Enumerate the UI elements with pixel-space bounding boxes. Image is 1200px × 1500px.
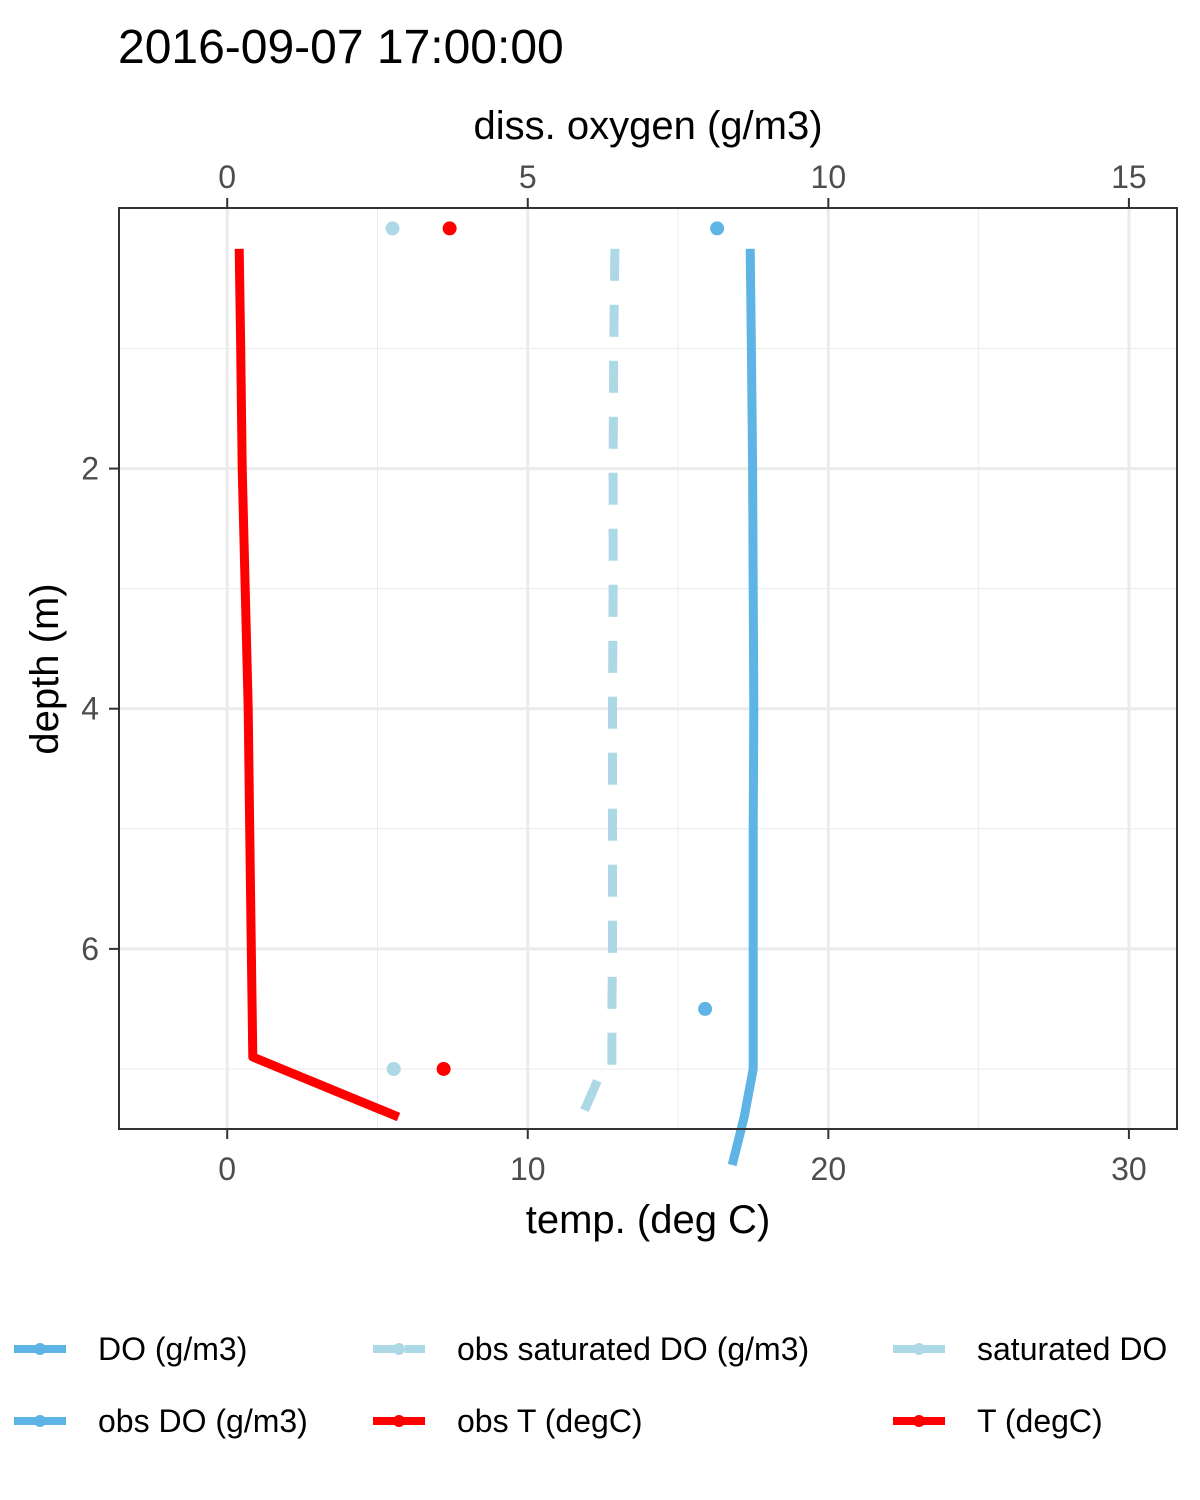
bottom-axis-title: temp. (deg C) <box>526 1198 771 1242</box>
top-tick-label: 5 <box>519 159 537 195</box>
plot-panel-border <box>118 207 1178 1130</box>
series-layer <box>234 221 759 1167</box>
grid <box>119 208 1177 1129</box>
legend-item: DO (g/m3) <box>14 1331 247 1367</box>
series-point-obs-do-g-m3 <box>698 1001 713 1016</box>
series-point-obs-do-g-m3 <box>710 221 725 236</box>
series-line-do-g-m3 <box>727 248 759 1167</box>
legend-label: DO (g/m3) <box>98 1331 247 1367</box>
y-tick-label: 6 <box>81 931 99 967</box>
legend-key-point <box>34 1415 46 1427</box>
legend-label: T (degC) <box>977 1403 1103 1439</box>
y-tick-label: 4 <box>81 691 99 727</box>
series-point-obs-t-degc <box>442 221 457 236</box>
legend-item: obs T (degC) <box>373 1403 643 1439</box>
series-point-obs-saturated-do-g-m3 <box>385 221 400 236</box>
series-line-t-degc <box>234 248 401 1122</box>
legend-key-point <box>34 1343 46 1355</box>
top-tick-label: 10 <box>811 159 847 195</box>
legend-item: obs DO (g/m3) <box>14 1403 308 1439</box>
bottom-tick-label: 30 <box>1111 1151 1147 1187</box>
ticks: 0 10 20 30 0 5 10 15 2 4 6 <box>81 159 1147 1187</box>
legend-label: obs T (degC) <box>457 1403 643 1439</box>
legend-item: obs saturated DO (g/m3) <box>373 1331 809 1367</box>
bottom-tick-label: 20 <box>811 1151 847 1187</box>
legend-item: T (degC) <box>893 1403 1103 1439</box>
legend-label: obs saturated DO (g/m3) <box>457 1331 809 1367</box>
top-tick-label: 15 <box>1111 159 1147 195</box>
legend-label: saturated DO <box>977 1331 1167 1367</box>
series-line-saturated-do <box>574 248 620 1125</box>
top-axis-title: diss. oxygen (g/m3) <box>473 104 822 148</box>
legend-key-point <box>913 1343 925 1355</box>
y-axis-title: depth (m) <box>23 583 67 754</box>
series-point-obs-saturated-do-g-m3 <box>386 1061 401 1076</box>
legend-label: obs DO (g/m3) <box>98 1403 308 1439</box>
bottom-tick-label: 10 <box>510 1151 546 1187</box>
top-tick-label: 0 <box>218 159 236 195</box>
legend-key-point <box>913 1415 925 1427</box>
legend-item: saturated DO <box>893 1331 1167 1367</box>
legend-key-point <box>393 1415 405 1427</box>
y-tick-label: 2 <box>81 451 99 487</box>
bottom-tick-label: 0 <box>218 1151 236 1187</box>
legend-key-point <box>393 1343 405 1355</box>
chart-title: 2016-09-07 17:00:00 <box>118 21 564 74</box>
series-point-obs-t-degc <box>436 1061 451 1076</box>
legend: DO (g/m3) obs saturated DO (g/m3) saturate… <box>14 1331 1167 1439</box>
